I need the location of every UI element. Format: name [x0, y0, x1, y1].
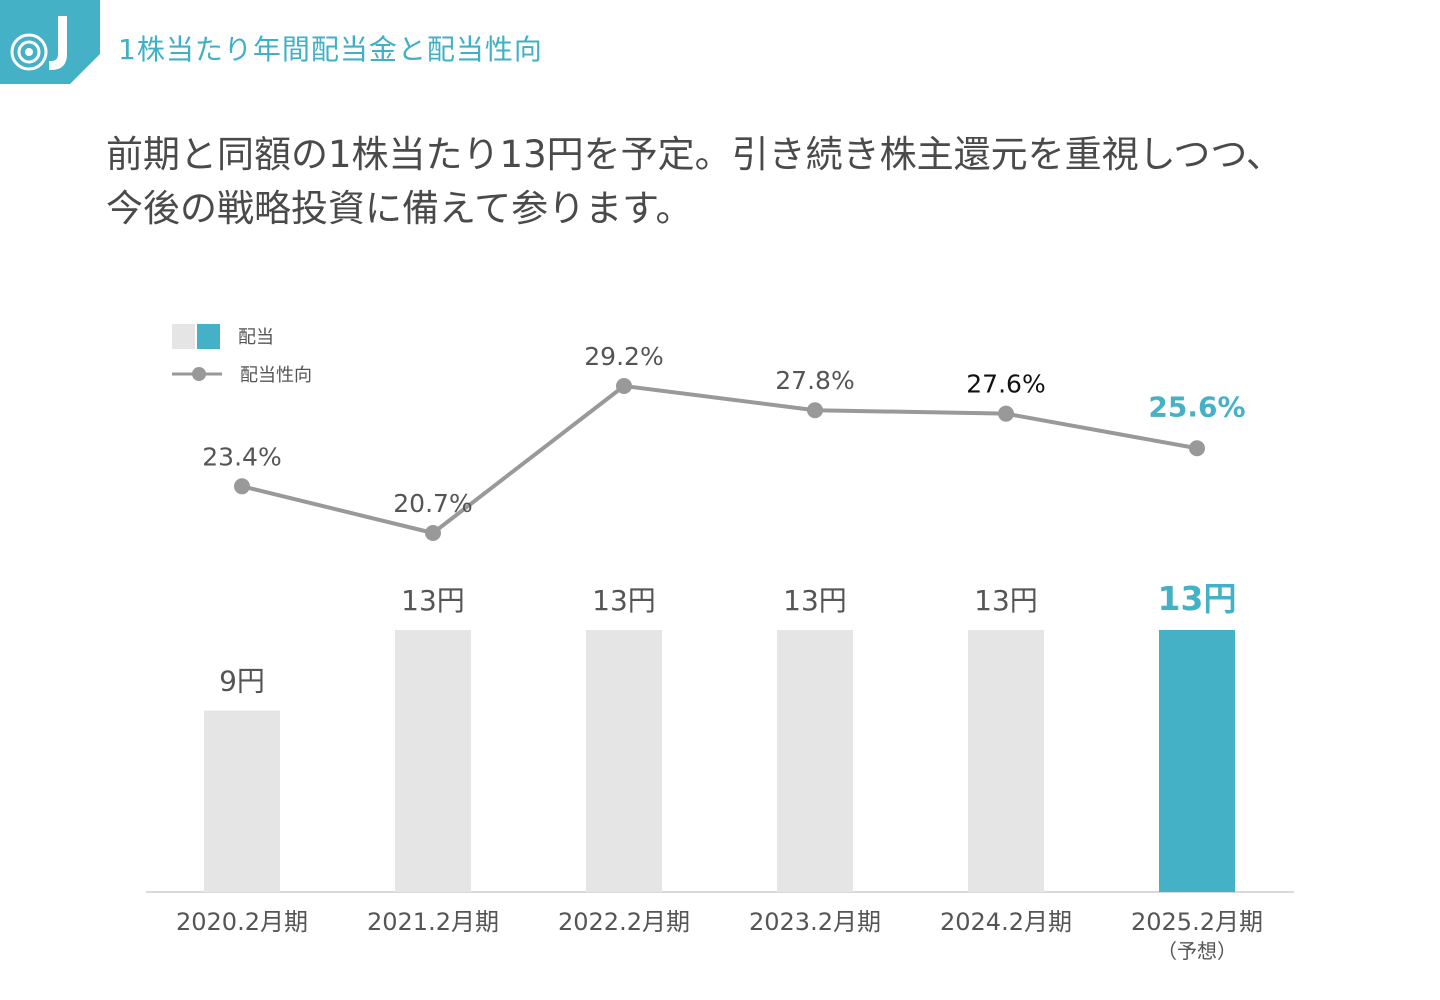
bar-value-label-4: 13円 — [974, 584, 1038, 617]
legend-item-dividend: 配当 — [172, 322, 312, 350]
legend-line-marker-icon — [172, 367, 222, 381]
x-tick-label-5: 2025.2月期 — [1131, 908, 1263, 936]
payout-ratio-point-1 — [425, 525, 441, 541]
bar-value-label-3: 13円 — [783, 584, 847, 617]
x-tick-label-2: 2022.2月期 — [558, 908, 690, 936]
payout-ratio-label-4: 27.6% — [966, 370, 1045, 399]
x-tick-note-5: （予想） — [1157, 939, 1237, 963]
legend-label-dividend: 配当 — [238, 327, 274, 348]
bar-dividend-2 — [586, 630, 662, 892]
payout-ratio-point-5 — [1189, 440, 1205, 457]
bar-dividend-4 — [968, 630, 1044, 892]
x-tick-label-1: 2021.2月期 — [367, 908, 499, 936]
payout-ratio-point-4 — [998, 405, 1014, 422]
x-tick-label-3: 2023.2月期 — [749, 908, 881, 936]
bar-dividend-3 — [777, 630, 853, 892]
payout-ratio-point-0 — [234, 478, 250, 495]
payout-ratio-label-1: 20.7% — [393, 489, 472, 518]
bar-dividend-1 — [395, 630, 471, 892]
bar-dividend-5 — [1159, 630, 1235, 892]
slide-title: 1株当たり年間配当金と配当性向 — [118, 33, 543, 66]
payout-ratio-line — [241, 384, 1198, 535]
x-tick-label-4: 2024.2月期 — [940, 908, 1072, 936]
payout-ratio-label-5: 25.6% — [1148, 390, 1245, 423]
x-tick-label-0: 2020.2月期 — [176, 908, 308, 936]
bar-value-label-0: 9円 — [219, 665, 265, 698]
payout-ratio-label-2: 29.2% — [584, 342, 663, 371]
headline-line-1: 前期と同額の1株当たり13円を予定。引き続き株主還元を重視しつつ、 — [106, 133, 1283, 176]
bar-dividend-0 — [204, 710, 280, 892]
headline-line-2: 今後の戦略投資に備えて参ります。 — [106, 187, 693, 230]
legend-label-payout-ratio: 配当性向 — [240, 365, 312, 386]
payout-ratio-point-3 — [807, 402, 823, 419]
chart-legend: 配当 配当性向 — [172, 322, 312, 398]
bar-value-label-5: 13円 — [1158, 579, 1237, 618]
bar-value-label-1: 13円 — [401, 584, 465, 617]
payout-ratio-point-2 — [616, 378, 632, 394]
target-logo-icon — [0, 0, 100, 84]
payout-ratio-label-3: 27.8% — [775, 366, 854, 395]
legend-swatch-teal — [197, 323, 220, 349]
legend-swatch-gray — [172, 323, 195, 349]
bar-value-label-2: 13円 — [592, 584, 656, 617]
payout-ratio-label-0: 23.4% — [202, 442, 281, 471]
headline: 前期と同額の1株当たり13円を予定。引き続き株主還元を重視しつつ、 今後の戦略投… — [106, 128, 1386, 236]
legend-item-payout-ratio: 配当性向 — [172, 360, 312, 388]
